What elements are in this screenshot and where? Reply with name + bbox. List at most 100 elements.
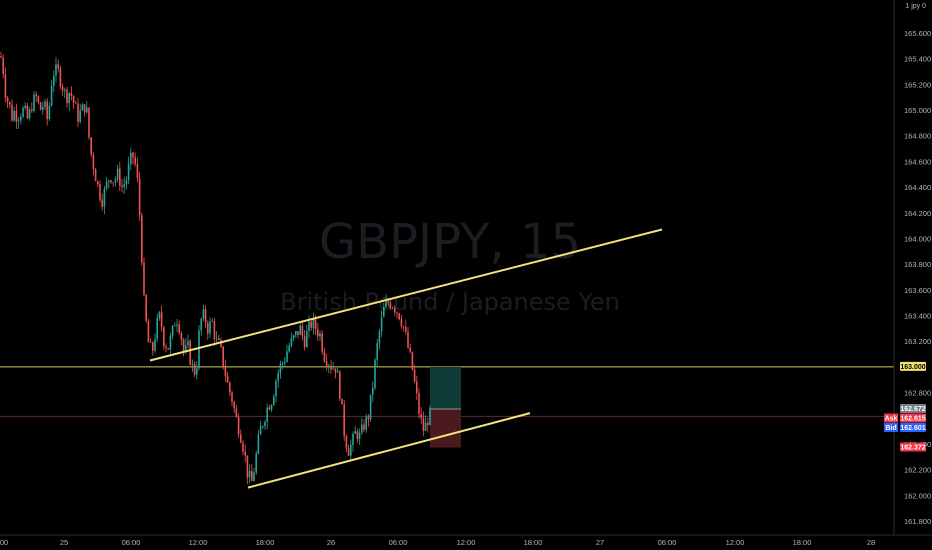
candle-body[interactable] xyxy=(262,426,264,427)
candle-body[interactable] xyxy=(158,312,161,319)
candle-body[interactable] xyxy=(37,96,40,103)
candle-body[interactable] xyxy=(88,107,90,138)
candle-body[interactable] xyxy=(105,181,108,189)
candle-body[interactable] xyxy=(383,307,385,317)
candle-body[interactable] xyxy=(325,361,328,366)
candle-body[interactable] xyxy=(336,371,339,373)
candle-body[interactable] xyxy=(299,325,301,335)
position-target-zone[interactable] xyxy=(430,366,461,410)
candle-body[interactable] xyxy=(193,364,196,375)
candle-body[interactable] xyxy=(125,180,128,185)
candle-body[interactable] xyxy=(396,312,398,314)
candle-body[interactable] xyxy=(108,180,110,182)
candle-body[interactable] xyxy=(345,436,348,449)
candle-body[interactable] xyxy=(141,215,143,263)
candle-body[interactable] xyxy=(185,345,187,352)
candle-body[interactable] xyxy=(310,321,312,328)
candle-body[interactable] xyxy=(270,405,273,410)
candle-body[interactable] xyxy=(253,472,255,482)
candle-body[interactable] xyxy=(136,163,139,179)
candle-body[interactable] xyxy=(61,86,64,91)
candle-body[interactable] xyxy=(134,157,136,164)
candle-body[interactable] xyxy=(275,381,277,397)
candle-body[interactable] xyxy=(149,342,152,343)
candle-body[interactable] xyxy=(343,404,345,437)
candle-body[interactable] xyxy=(328,365,330,367)
candle-body[interactable] xyxy=(50,85,53,106)
candle-body[interactable] xyxy=(103,188,106,207)
candle-body[interactable] xyxy=(110,180,112,183)
candle-body[interactable] xyxy=(46,101,48,120)
candle-body[interactable] xyxy=(64,89,66,91)
candle-body[interactable] xyxy=(374,359,376,388)
candle-body[interactable] xyxy=(295,331,297,336)
candle-body[interactable] xyxy=(356,431,359,440)
candle-body[interactable] xyxy=(266,407,268,422)
candle-body[interactable] xyxy=(163,327,165,347)
candle-body[interactable] xyxy=(207,323,209,334)
candle-body[interactable] xyxy=(303,336,306,348)
candle-body[interactable] xyxy=(66,89,68,104)
candle-body[interactable] xyxy=(53,75,55,86)
candle-body[interactable] xyxy=(145,295,147,322)
candle-body[interactable] xyxy=(352,433,354,445)
candle-body[interactable] xyxy=(229,382,231,393)
candle-body[interactable] xyxy=(167,348,169,350)
candle-body[interactable] xyxy=(81,104,84,111)
candle-body[interactable] xyxy=(77,103,79,122)
candle-body[interactable] xyxy=(264,421,266,427)
candle-body[interactable] xyxy=(211,321,213,323)
candle-body[interactable] xyxy=(429,407,431,426)
candle-body[interactable] xyxy=(156,318,158,339)
candle-body[interactable] xyxy=(341,398,343,405)
candle-body[interactable] xyxy=(365,416,367,430)
candle-body[interactable] xyxy=(79,110,81,122)
candle-body[interactable] xyxy=(182,339,185,352)
candle-body[interactable] xyxy=(39,102,42,110)
candle-body[interactable] xyxy=(385,301,387,308)
price-axis[interactable]: 165.600 165.400 165.200 165.000 164.800 164.6… xyxy=(893,0,931,535)
candle-body[interactable] xyxy=(394,307,396,313)
candle-body[interactable] xyxy=(86,107,88,113)
candle-body[interactable] xyxy=(11,104,13,121)
candle-body[interactable] xyxy=(204,309,207,324)
candle-body[interactable] xyxy=(101,199,103,207)
candle-body[interactable] xyxy=(218,338,220,341)
candle-body[interactable] xyxy=(301,325,304,337)
candle-body[interactable] xyxy=(112,182,114,184)
candle-body[interactable] xyxy=(418,393,420,415)
candle-body[interactable] xyxy=(323,351,326,362)
candle-body[interactable] xyxy=(48,105,51,120)
candle-body[interactable] xyxy=(420,414,422,419)
candle-body[interactable] xyxy=(31,109,33,111)
candle-body[interactable] xyxy=(123,184,125,188)
candle-body[interactable] xyxy=(92,154,95,170)
candle-body[interactable] xyxy=(405,326,407,332)
candle-body[interactable] xyxy=(244,451,246,456)
candle-body[interactable] xyxy=(176,324,178,326)
candle-body[interactable] xyxy=(44,101,46,107)
candle-body[interactable] xyxy=(187,340,189,346)
candle-body[interactable] xyxy=(42,106,44,110)
candle-body[interactable] xyxy=(97,181,99,185)
candle-body[interactable] xyxy=(361,424,363,433)
candle-body[interactable] xyxy=(317,329,319,337)
candle-body[interactable] xyxy=(398,313,400,320)
candle-body[interactable] xyxy=(231,392,233,402)
candle-body[interactable] xyxy=(213,321,216,340)
candle-body[interactable] xyxy=(354,431,356,434)
candle-body[interactable] xyxy=(196,368,198,375)
candle-body[interactable] xyxy=(189,340,191,365)
candle-body[interactable] xyxy=(94,169,97,182)
candle-body[interactable] xyxy=(143,262,145,296)
candle-body[interactable] xyxy=(222,346,224,367)
candle-body[interactable] xyxy=(0,56,2,58)
candle-body[interactable] xyxy=(233,401,235,409)
candle-body[interactable] xyxy=(402,326,405,328)
candle-body[interactable] xyxy=(248,470,251,478)
candle-body[interactable] xyxy=(75,102,77,104)
candle-body[interactable] xyxy=(242,442,244,452)
candle-body[interactable] xyxy=(72,95,75,103)
candle-body[interactable] xyxy=(17,120,20,122)
candle-body[interactable] xyxy=(380,316,383,332)
